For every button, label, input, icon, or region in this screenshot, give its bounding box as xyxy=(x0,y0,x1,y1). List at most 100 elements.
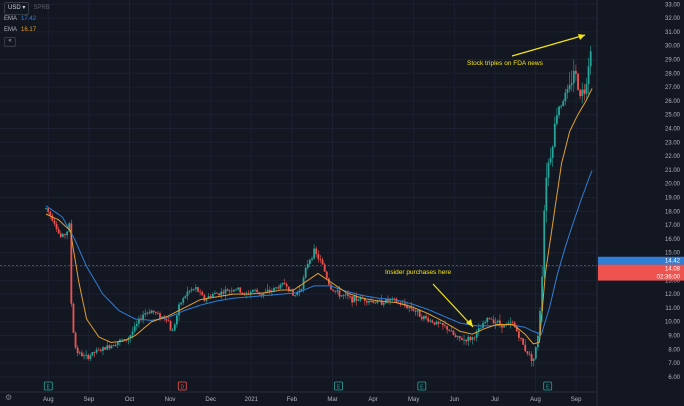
candle-body xyxy=(102,347,104,351)
candle-body xyxy=(99,349,102,351)
candle-body xyxy=(465,339,468,342)
x-tick-label: Jul xyxy=(491,397,499,403)
x-tick-label: Nov xyxy=(165,397,176,403)
candle-body xyxy=(534,347,537,359)
candle-body xyxy=(543,210,546,277)
candle-body xyxy=(137,318,140,324)
candle-body xyxy=(251,290,254,292)
candle-body xyxy=(581,89,584,97)
candle-body xyxy=(515,326,518,332)
candle-body xyxy=(513,322,516,327)
ema-fast-line xyxy=(45,88,593,345)
candle-body xyxy=(553,123,556,147)
candle-body xyxy=(448,329,451,331)
candle-body xyxy=(522,338,525,345)
candle-body xyxy=(389,298,392,301)
candle-body xyxy=(289,290,292,292)
candle-body xyxy=(566,89,569,93)
candle-body xyxy=(235,289,237,291)
arrowhead xyxy=(466,319,473,327)
earnings-marker[interactable] xyxy=(43,381,53,391)
currency-selector[interactable]: USD ▾ xyxy=(4,2,30,15)
candle-body xyxy=(146,312,149,314)
candle-body xyxy=(431,320,434,323)
earnings-marker[interactable] xyxy=(417,381,427,391)
candle-body xyxy=(435,321,438,325)
candle-body xyxy=(273,288,275,291)
candle-body xyxy=(285,284,288,287)
candle-body xyxy=(589,51,592,67)
y-tick-label: 22.00 xyxy=(665,154,681,160)
candle-body xyxy=(112,345,115,347)
candle-body xyxy=(414,310,417,312)
candle-body xyxy=(572,70,575,84)
candle-body xyxy=(416,310,419,312)
candle-body xyxy=(228,290,231,292)
candle-body xyxy=(560,106,563,107)
candle-body xyxy=(376,300,379,303)
candle-body xyxy=(61,234,64,237)
candle-body xyxy=(167,320,170,322)
y-tick-label: 33.00 xyxy=(665,2,681,8)
candle-body xyxy=(511,322,514,324)
annotation-arrow-fda xyxy=(511,34,586,57)
candle-body xyxy=(260,294,263,296)
candle-body xyxy=(353,296,356,303)
candle-body xyxy=(418,310,421,317)
candle-body xyxy=(95,349,98,353)
y-tick-label: 27.00 xyxy=(665,85,681,91)
candle-body xyxy=(429,320,432,322)
earnings-marker-label: E xyxy=(546,385,550,391)
candle-body xyxy=(306,263,309,269)
y-tick-label: 32.00 xyxy=(665,16,681,22)
gear-icon[interactable]: ⚙ xyxy=(5,393,13,402)
dividend-marker[interactable] xyxy=(177,381,187,391)
candle-body xyxy=(178,304,180,316)
price-axis[interactable] xyxy=(597,0,684,406)
candle-body xyxy=(51,215,54,221)
candle-body xyxy=(218,293,221,296)
candle-body xyxy=(152,310,155,313)
earnings-marker[interactable] xyxy=(334,381,343,391)
candle-body xyxy=(347,294,349,297)
candle-body xyxy=(222,291,225,294)
last-price-badge-text: 14.42 xyxy=(665,259,681,265)
ema2-name[interactable]: EMA xyxy=(4,27,18,33)
candle-body xyxy=(528,353,531,355)
candle-body xyxy=(530,354,533,361)
x-tick-label: Dec xyxy=(205,397,216,403)
candle-body xyxy=(156,313,159,314)
y-tick-label: 30.00 xyxy=(665,44,681,50)
candle-body xyxy=(410,306,413,309)
y-tick-label: 17.00 xyxy=(665,223,681,229)
y-tick-label: 23.00 xyxy=(665,140,681,146)
x-tick-label: Aug xyxy=(530,397,541,403)
candle-body xyxy=(224,289,227,294)
x-tick-label: Sep xyxy=(84,397,95,403)
candle-body xyxy=(45,208,47,210)
candle-body xyxy=(131,331,134,336)
candle-body xyxy=(268,289,271,292)
collapse-legend-button[interactable]: « xyxy=(4,36,16,47)
candle-body xyxy=(104,347,107,350)
candle-body xyxy=(154,312,157,314)
candle-body xyxy=(47,208,50,212)
candle-body xyxy=(116,342,119,346)
y-tick-label: 26.00 xyxy=(665,99,681,105)
candle-body xyxy=(241,292,244,294)
candle-body xyxy=(190,289,193,291)
ema1-name[interactable]: EMA xyxy=(4,16,18,22)
candle-body xyxy=(469,336,472,340)
earnings-marker[interactable] xyxy=(543,381,553,391)
candle-body xyxy=(85,354,88,356)
candle-body xyxy=(91,351,94,356)
y-tick-label: 15.00 xyxy=(665,251,681,257)
y-tick-label: 31.00 xyxy=(665,30,681,36)
candle-body xyxy=(80,352,83,357)
candle-body xyxy=(89,355,92,359)
candle-body xyxy=(53,220,56,224)
candle-body xyxy=(444,325,446,327)
candle-body xyxy=(357,299,360,301)
ref-price-badge-text: 02:36:00 xyxy=(657,275,681,281)
